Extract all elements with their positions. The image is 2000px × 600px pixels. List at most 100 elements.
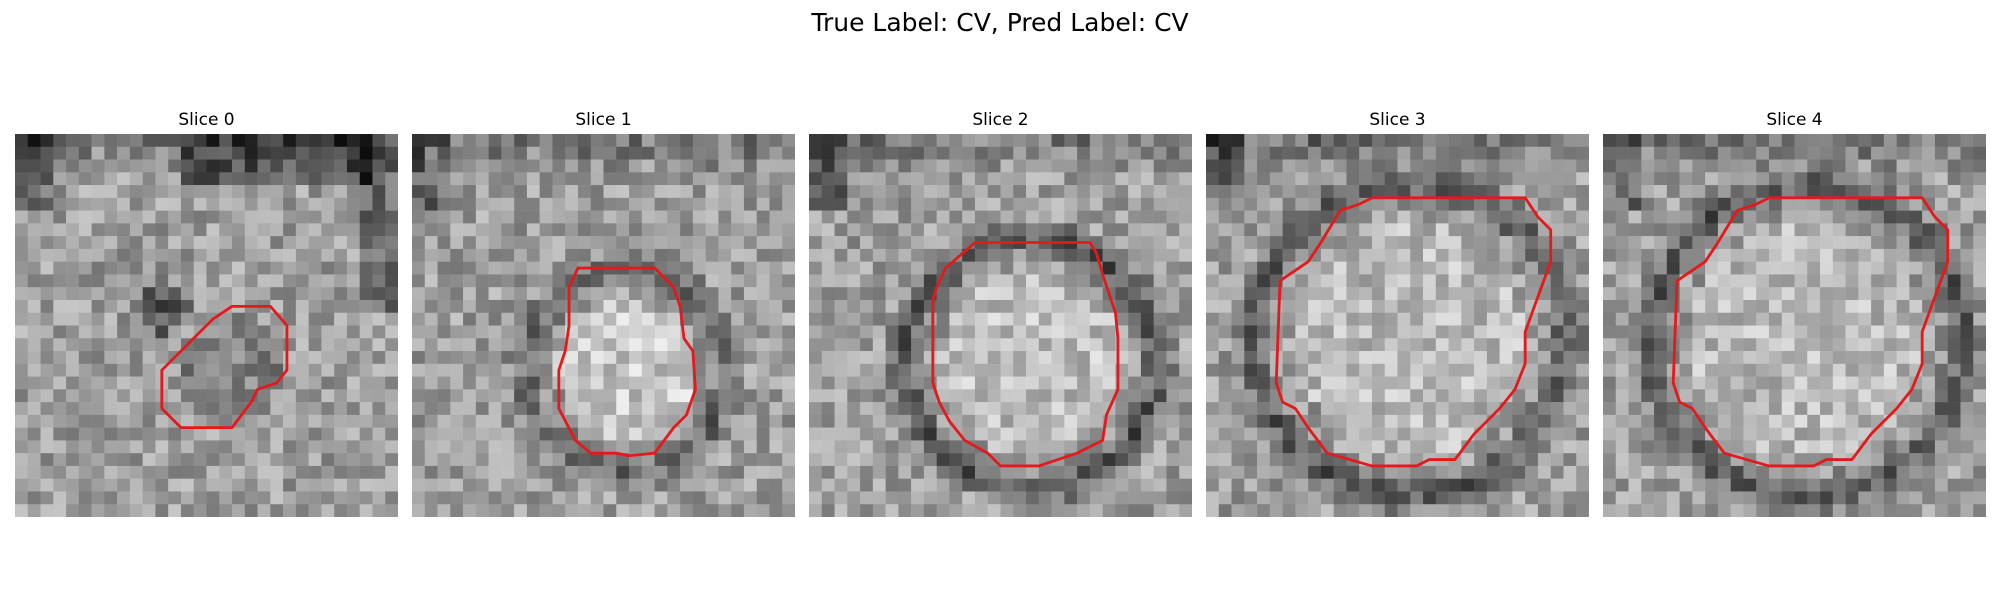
image-pixel: [911, 376, 925, 390]
image-pixel: [424, 261, 438, 275]
image-pixel: [1346, 465, 1360, 479]
image-pixel: [1563, 172, 1577, 186]
image-pixel: [743, 134, 757, 148]
image-pixel: [1153, 312, 1167, 326]
image-pixel: [1384, 402, 1398, 416]
image-pixel: [1231, 274, 1245, 288]
image-pixel: [1320, 146, 1334, 160]
image-pixel: [1730, 146, 1744, 160]
image-pixel: [424, 159, 438, 173]
image-pixel: [1641, 351, 1655, 365]
image-pixel: [450, 402, 464, 416]
image-pixel: [450, 197, 464, 211]
image-pixel: [1128, 478, 1142, 492]
image-pixel: [872, 185, 886, 199]
image-pixel: [1705, 299, 1719, 313]
image-pixel: [1282, 491, 1296, 505]
image-pixel: [244, 465, 258, 479]
image-pixel: [782, 159, 795, 173]
image-pixel: [577, 236, 591, 250]
image-pixel: [180, 134, 194, 148]
image-pixel: [155, 248, 169, 262]
image-pixel: [15, 159, 29, 173]
image-pixel: [1038, 159, 1052, 173]
image-pixel: [936, 453, 950, 467]
image-pixel: [475, 491, 489, 505]
image-pixel: [193, 172, 207, 186]
slice-image: [809, 134, 1192, 517]
image-pixel: [898, 465, 912, 479]
image-pixel: [1654, 172, 1668, 186]
image-pixel: [1218, 453, 1232, 467]
image-pixel: [475, 414, 489, 428]
image-pixel: [219, 312, 233, 326]
image-pixel: [756, 287, 770, 301]
image-pixel: [1474, 274, 1488, 288]
image-pixel: [1820, 351, 1834, 365]
image-pixel: [66, 338, 80, 352]
image-pixel: [603, 146, 617, 160]
image-pixel: [1845, 261, 1859, 275]
image-pixel: [475, 389, 489, 403]
image-pixel: [680, 376, 694, 390]
image-pixel: [1756, 210, 1770, 224]
image-pixel: [1512, 299, 1526, 313]
image-pixel: [1896, 414, 1910, 428]
image-pixel: [936, 363, 950, 377]
image-pixel: [1359, 236, 1373, 250]
image-pixel: [359, 389, 373, 403]
image-pixel: [1909, 146, 1923, 160]
image-pixel: [1922, 351, 1936, 365]
image-pixel: [911, 210, 925, 224]
image-pixel: [1499, 351, 1513, 365]
image-pixel: [1794, 134, 1808, 148]
image-pixel: [1000, 223, 1014, 237]
image-pixel: [1218, 185, 1232, 199]
image-pixel: [359, 287, 373, 301]
image-pixel: [129, 414, 143, 428]
image-pixel: [257, 325, 271, 339]
image-pixel: [1320, 159, 1334, 173]
image-pixel: [1423, 414, 1437, 428]
image-pixel: [1115, 299, 1129, 313]
image-pixel: [257, 159, 271, 173]
image-pixel: [412, 440, 426, 454]
image-pixel: [514, 491, 528, 505]
image-pixel: [1679, 491, 1693, 505]
image-pixel: [53, 312, 67, 326]
image-pixel: [1641, 185, 1655, 199]
image-pixel: [705, 210, 719, 224]
image-pixel: [501, 185, 515, 199]
image-pixel: [180, 414, 194, 428]
image-pixel: [821, 402, 835, 416]
image-pixel: [743, 236, 757, 250]
image-pixel: [1115, 172, 1129, 186]
image-pixel: [91, 491, 105, 505]
image-pixel: [1896, 504, 1910, 517]
image-pixel: [641, 465, 655, 479]
image-pixel: [1973, 414, 1986, 428]
image-pixel: [1000, 504, 1014, 517]
image-pixel: [1692, 389, 1706, 403]
image-pixel: [1845, 427, 1859, 441]
image-pixel: [15, 363, 29, 377]
image-pixel: [155, 351, 169, 365]
image-pixel: [501, 210, 515, 224]
image-pixel: [219, 210, 233, 224]
image-pixel: [66, 440, 80, 454]
image-pixel: [1308, 274, 1322, 288]
image-pixel: [1743, 236, 1757, 250]
image-pixel: [809, 402, 823, 416]
image-pixel: [1871, 363, 1885, 377]
image-pixel: [718, 440, 732, 454]
image-pixel: [577, 248, 591, 262]
image-pixel: [1166, 299, 1180, 313]
image-pixel: [463, 338, 477, 352]
image-pixel: [1026, 453, 1040, 467]
image-pixel: [834, 338, 848, 352]
image-pixel: [168, 185, 182, 199]
image-pixel: [1308, 389, 1322, 403]
image-pixel: [295, 261, 309, 275]
image-pixel: [1295, 312, 1309, 326]
image-pixel: [1128, 185, 1142, 199]
